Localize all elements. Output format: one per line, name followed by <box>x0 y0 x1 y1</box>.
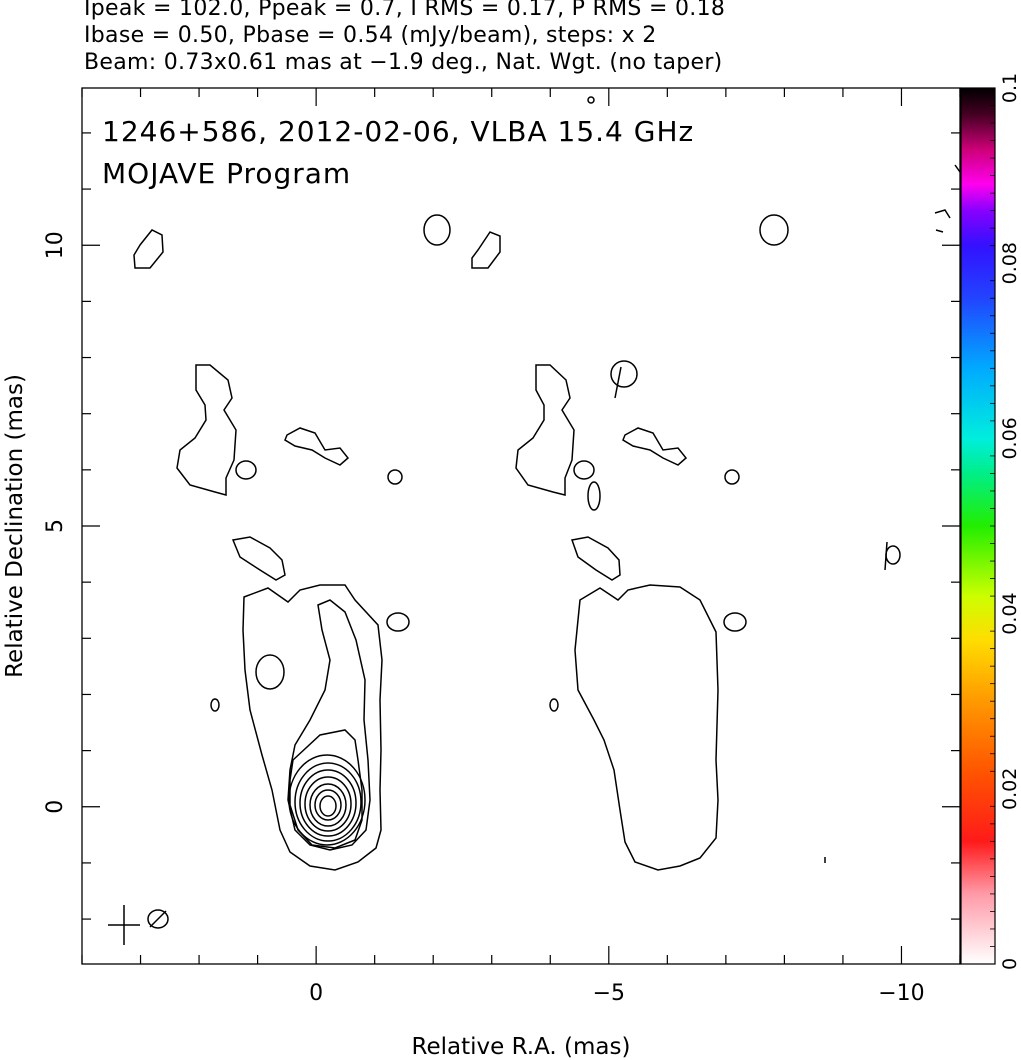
contour-core-1 <box>288 754 366 846</box>
contour-core-2 <box>294 762 362 842</box>
contour-pol-blob-c <box>573 460 595 480</box>
contour-edge-arc <box>934 209 951 233</box>
evpa-vectors <box>614 366 888 863</box>
contour-small-left <box>210 698 220 712</box>
x-tick-label: 0 <box>309 981 323 1006</box>
contour-pol-blob-f <box>610 360 638 388</box>
header-line-1: Ipeak = 102.0, Ppeak = 0.7, I RMS = 0.17… <box>84 0 726 21</box>
contour-blob-b <box>176 364 237 496</box>
y-tick-label: 10 <box>43 231 68 259</box>
contour-top-5 <box>587 96 595 104</box>
contour-pol-blob-b <box>515 364 575 496</box>
contour-pol-blob-a <box>571 536 621 581</box>
plot-frame <box>81 87 961 965</box>
panel-title: 1246+586, 2012-02-06, VLBA 15.4 GHz <box>102 115 694 148</box>
colorbar <box>960 87 996 965</box>
y-tick-label: 5 <box>43 519 68 533</box>
colorbar-tick-label: 0.06 <box>999 417 1021 459</box>
contour-top-4 <box>759 214 789 246</box>
contour-jet-base <box>242 584 383 871</box>
contour-top-2 <box>423 214 451 246</box>
header-line-2: Ibase = 0.50, Pbase = 0.54 (mJy/beam), s… <box>84 23 657 48</box>
contour-pol-blob-g <box>587 481 601 511</box>
y-tick-label: 0 <box>43 800 68 814</box>
contour-edge-blob <box>885 545 901 565</box>
contour-jet-2 <box>287 599 371 851</box>
contour-core-7 <box>319 795 337 817</box>
contour-blob-c <box>235 460 257 480</box>
contour-core-6 <box>314 789 342 821</box>
colorbar-tick-label: 0.1 <box>999 73 1021 103</box>
contour-core-4 <box>304 776 352 832</box>
colorbar-tick-label: 0.04 <box>999 592 1021 634</box>
contour-core-3 <box>299 769 357 837</box>
y-axis-title: Relative Declination (mas) <box>2 374 28 678</box>
colorbar-tick-label: 0.02 <box>999 768 1021 810</box>
x-tick-label: −5 <box>593 981 625 1006</box>
total-intensity-contours <box>133 96 961 871</box>
colorbar-tick-label: 0.08 <box>999 242 1021 284</box>
axis-ticks <box>81 88 961 964</box>
contour-top-3 <box>471 231 501 269</box>
beam-marker <box>147 909 169 929</box>
contour-blob-e <box>387 469 403 485</box>
contour-core-5 <box>309 783 347 827</box>
contour-right-blob <box>386 612 410 632</box>
x-axis-title: Relative R.A. (mas) <box>412 1034 631 1060</box>
contour-edge-arc-2 <box>954 164 961 173</box>
header-line-3: Beam: 0.73x0.61 mas at −1.9 deg., Nat. W… <box>84 50 723 75</box>
contour-pol-small-left <box>549 698 559 712</box>
contour-pol-outline <box>574 584 719 871</box>
contour-pol-blob-d <box>622 427 688 466</box>
contour-blob-d <box>284 427 350 466</box>
contour-jet-3 <box>289 729 363 849</box>
contour-blob-a <box>231 536 286 581</box>
contour-pol-blob-e <box>724 469 740 485</box>
contour-top-1 <box>133 229 164 269</box>
x-tick-label: −10 <box>878 981 924 1006</box>
cross-marker <box>108 905 140 945</box>
tick-labels: 0 −5 −10 0 5 10 <box>43 231 925 1006</box>
colorbar-tick-label: 0 <box>999 958 1021 970</box>
colorbar-ticks: 0 0.02 0.04 0.06 0.08 0.1 <box>990 73 1021 970</box>
contour-knot <box>255 654 285 690</box>
panel-subtitle: MOJAVE Program <box>102 157 351 190</box>
contour-pol-right-blob <box>723 612 747 632</box>
